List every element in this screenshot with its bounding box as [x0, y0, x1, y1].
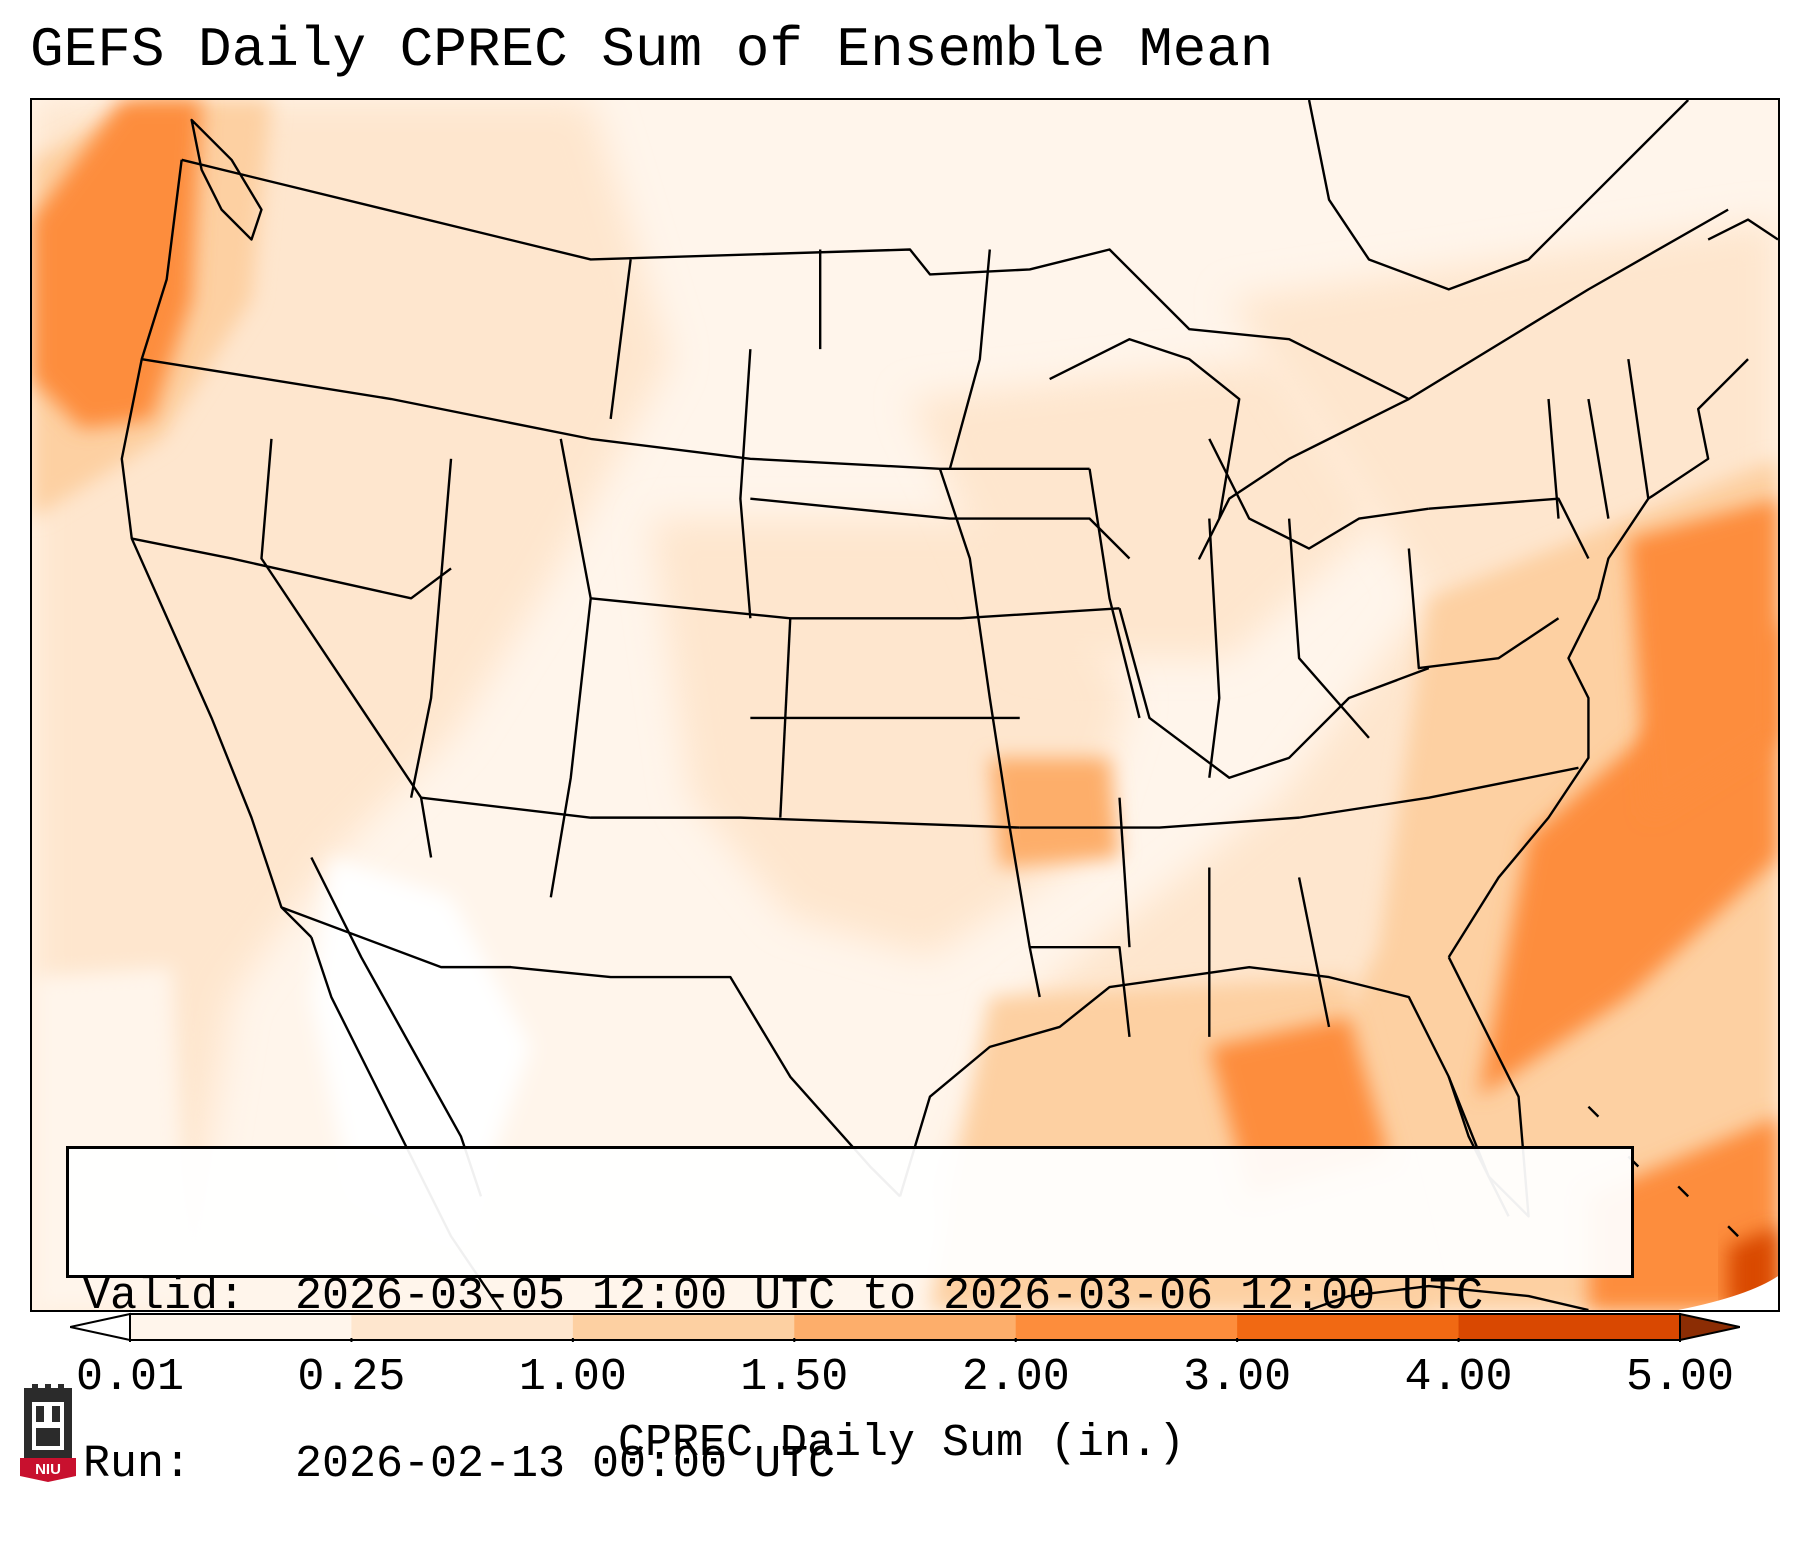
colorbar-tick-label: 4.00 — [1404, 1352, 1513, 1403]
precip-map[interactable] — [30, 98, 1780, 1312]
run-value: 2026-02-13 00:00 UTC — [295, 1439, 836, 1490]
precip-shading — [32, 100, 1778, 1310]
colorbar-segment — [1015, 1314, 1238, 1340]
run-row: Run: 2026-02-13 00:00 UTC — [83, 1437, 1617, 1493]
colorbar — [70, 1312, 1740, 1342]
colorbar-segment — [1237, 1314, 1460, 1340]
niu-castle-logo-icon: NIU — [20, 1384, 76, 1482]
run-label: Run: — [83, 1439, 192, 1490]
colorbar-segment — [351, 1314, 574, 1340]
colorbar-segment — [794, 1314, 1017, 1340]
colorbar-segment — [572, 1314, 795, 1340]
colorbar-tick-label: 0.01 — [75, 1352, 185, 1403]
colorbar-tick-label: 2.00 — [961, 1352, 1070, 1403]
colorbar-tick-labels: 0.01 0.25 1.00 1.50 2.00 3.00 4.00 5.00 — [0, 1352, 1803, 1412]
colorbar-extend-right — [1679, 1312, 1740, 1342]
logo-text: NIU — [35, 1461, 61, 1478]
colorbar-label: CPREC Daily Sum (in.) — [617, 1418, 1186, 1469]
colorbar-tick-label: 3.00 — [1183, 1352, 1292, 1403]
colorbar-segment — [1458, 1314, 1681, 1340]
colorbar-extend-left — [70, 1312, 131, 1342]
colorbar-tick-label: 1.50 — [740, 1352, 849, 1403]
map-canvas — [32, 100, 1778, 1310]
map-title: GEFS Daily CPREC Sum of Ensemble Mean — [30, 18, 1274, 82]
colorbar-outline — [129, 1313, 1681, 1341]
colorbar-tick-label: 0.25 — [297, 1352, 406, 1403]
colorbar-tick-label: 1.00 — [518, 1352, 627, 1403]
valid-run-infobox: Valid: 2026-03-05 12:00 UTC to 2026-03-06… — [66, 1146, 1634, 1490]
colorbar-tick-label: 5.00 — [1625, 1352, 1735, 1403]
colorbar-segment — [130, 1314, 352, 1340]
